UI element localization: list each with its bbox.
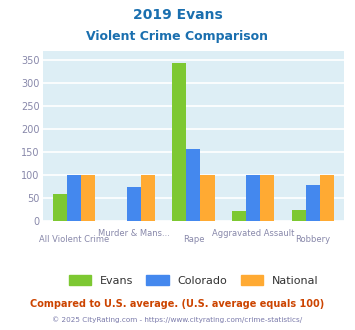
Bar <box>320 175 334 221</box>
Bar <box>232 211 246 221</box>
Bar <box>141 175 155 221</box>
Text: Aggravated Assault: Aggravated Assault <box>212 229 294 238</box>
Bar <box>67 175 81 221</box>
Text: © 2025 CityRating.com - https://www.cityrating.com/crime-statistics/: © 2025 CityRating.com - https://www.city… <box>53 316 302 323</box>
Bar <box>173 63 186 221</box>
Text: 2019 Evans: 2019 Evans <box>133 8 222 22</box>
Bar <box>53 193 67 221</box>
Text: Rape: Rape <box>183 235 204 244</box>
Bar <box>246 175 260 221</box>
Text: Murder & Mans...: Murder & Mans... <box>98 229 170 238</box>
Bar <box>260 175 274 221</box>
Legend: Evans, Colorado, National: Evans, Colorado, National <box>64 271 323 290</box>
Text: Compared to U.S. average. (U.S. average equals 100): Compared to U.S. average. (U.S. average … <box>31 299 324 309</box>
Bar <box>292 210 306 221</box>
Bar <box>186 148 201 221</box>
Bar <box>81 175 95 221</box>
Bar <box>201 175 214 221</box>
Text: Violent Crime Comparison: Violent Crime Comparison <box>87 30 268 43</box>
Bar <box>306 185 320 221</box>
Text: All Violent Crime: All Violent Crime <box>39 235 109 244</box>
Text: Robbery: Robbery <box>295 235 331 244</box>
Bar <box>127 187 141 221</box>
